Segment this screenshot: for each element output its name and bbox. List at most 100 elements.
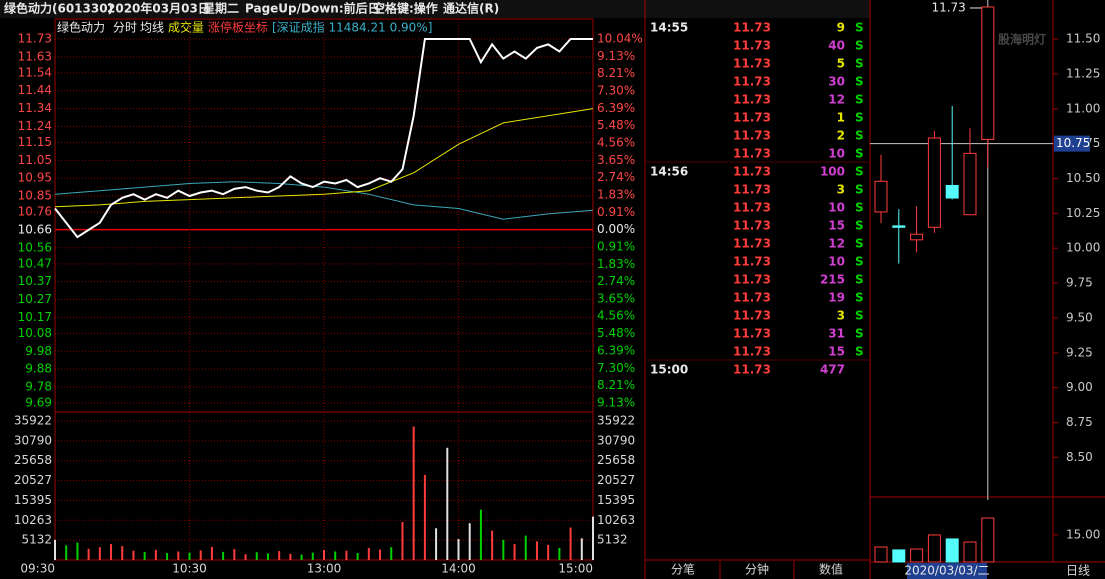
y2-tick-label: 7.30%	[597, 361, 635, 375]
stock-title: 绿色动力(601330)	[4, 1, 113, 16]
y2-tick-label: 6.39%	[597, 101, 635, 115]
trade-side: S	[855, 147, 864, 161]
trade-volume: 2	[837, 129, 845, 143]
volume-bar	[479, 509, 482, 560]
volume-bar	[457, 539, 460, 560]
volume-tick-label: 20527	[597, 473, 635, 487]
y-tick-label: 11.34	[18, 101, 52, 115]
volume-bar	[210, 546, 213, 560]
x-tick-label: 13:00	[307, 562, 342, 576]
trade-price: 11.73	[733, 291, 771, 305]
trade-volume: 31	[828, 327, 845, 341]
y2-tick-label: 0.91%	[597, 239, 635, 253]
watermark: 股海明灯	[998, 32, 1046, 47]
tab[interactable]: 分笔	[671, 562, 695, 577]
volume-tick-label: 15.00	[1066, 527, 1100, 541]
trade-side: S	[855, 291, 864, 305]
y-tick-label: 10.85	[18, 189, 52, 203]
volume-bar	[323, 549, 325, 560]
trade-volume: 5	[837, 57, 845, 71]
header-bar	[0, 0, 870, 18]
y-tick-label: 11.15	[18, 135, 52, 149]
volume-bar	[76, 542, 79, 560]
trade-price: 11.73	[733, 21, 771, 35]
x-tick-label: 14:00	[441, 562, 476, 576]
y-tick-label: 10.00	[1066, 241, 1100, 255]
volume-bar	[524, 535, 527, 560]
y-tick-label: 9.50	[1066, 310, 1093, 324]
volume-bar	[446, 447, 449, 560]
trade-side: S	[855, 111, 864, 125]
volume-bar	[278, 551, 281, 560]
tab[interactable]: 分钟	[745, 562, 769, 577]
weekday: 星期二	[203, 1, 239, 16]
volume-bar	[547, 544, 550, 560]
trade-volume: 477	[820, 363, 845, 377]
tab[interactable]: 数值	[819, 562, 843, 577]
y-tick-label: 11.63	[18, 49, 52, 63]
candle-body	[927, 137, 941, 228]
trade-volume: 15	[828, 345, 845, 359]
trade-volume: 10	[828, 147, 845, 161]
y2-tick-label: 7.30%	[597, 84, 635, 98]
trade-volume: 100	[820, 165, 845, 179]
volume-bar	[222, 551, 225, 560]
trade-volume: 10	[828, 255, 845, 269]
volume-bar	[874, 546, 888, 563]
trade-price: 11.73	[733, 183, 771, 197]
volume-bar	[892, 549, 906, 563]
volume-bar	[244, 554, 247, 560]
volume-bar	[289, 553, 292, 560]
y-tick-label: 10.56	[18, 240, 52, 254]
y2-tick-label: 8.21%	[597, 66, 635, 80]
y-tick-label: 11.54	[18, 65, 52, 79]
volume-bar	[177, 551, 180, 560]
trade-price: 11.73	[733, 57, 771, 71]
x-tick-label: 09:30	[20, 562, 55, 576]
volume-tick-label: 10263	[14, 513, 52, 527]
trade-side: S	[855, 165, 864, 179]
volume-bar	[927, 534, 941, 563]
y-tick-label: 11.50	[1066, 32, 1100, 46]
y-tick-label: 8.50	[1066, 450, 1093, 464]
period-label[interactable]: 日线	[1066, 564, 1090, 578]
trade-price: 11.73	[733, 237, 771, 251]
volume-bar	[154, 549, 157, 560]
y2-tick-label: 8.21%	[597, 378, 635, 392]
volume-tick-label: 30790	[14, 433, 52, 447]
trade-side: S	[855, 93, 864, 107]
trade-side: S	[855, 183, 864, 197]
trade-price: 11.73	[733, 273, 771, 287]
trade-side: S	[855, 129, 864, 143]
volume-bar	[233, 549, 236, 560]
volume-bar	[334, 551, 337, 560]
cursor-label-bg	[1054, 135, 1090, 152]
trade-price: 11.73	[733, 93, 771, 107]
volume-bar	[535, 541, 538, 560]
trade-time: 14:55	[650, 21, 688, 35]
volume-bar	[87, 548, 90, 560]
trade-side: S	[855, 327, 864, 341]
volume-bar	[345, 550, 348, 560]
trade-volume: 15	[828, 219, 845, 233]
trade-price: 11.73	[733, 165, 771, 179]
trade-price: 11.73	[733, 129, 771, 143]
legend-limit: 涨停板坐标	[208, 20, 268, 35]
volume-bar	[266, 553, 269, 560]
y-tick-label: 10.47	[18, 256, 52, 270]
volume-bar	[255, 552, 258, 560]
y-tick-label: 10.17	[18, 310, 52, 324]
y2-tick-label: 4.56%	[597, 309, 635, 323]
y2-tick-label: 5.48%	[597, 118, 635, 132]
y2-tick-label: 4.56%	[597, 136, 635, 150]
candle-body	[892, 225, 906, 228]
volume-bar	[65, 545, 68, 560]
candle-body	[945, 184, 959, 199]
trade-volume: 3	[837, 183, 845, 197]
trade-volume: 3	[837, 309, 845, 323]
y2-tick-label: 2.74%	[597, 170, 635, 184]
y2-tick-label: 2.74%	[597, 274, 635, 288]
trade-volume: 215	[820, 273, 845, 287]
